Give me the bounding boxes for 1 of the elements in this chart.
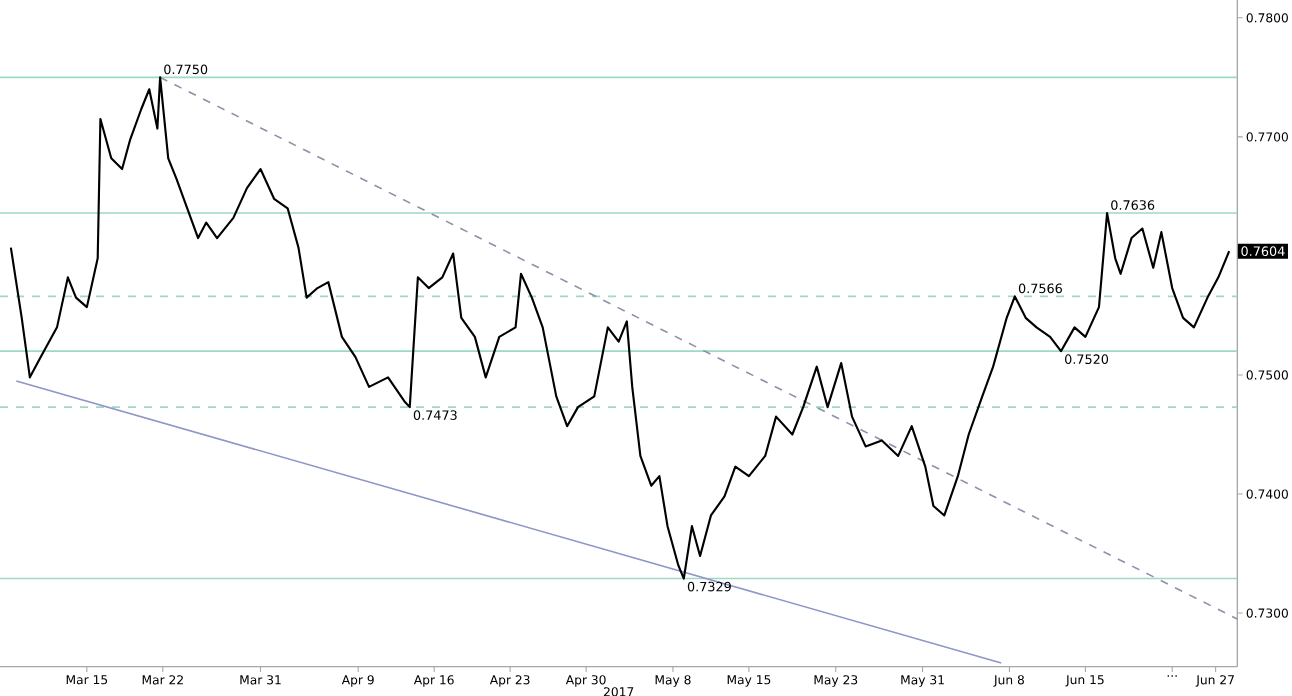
line-series xyxy=(9,76,1231,580)
